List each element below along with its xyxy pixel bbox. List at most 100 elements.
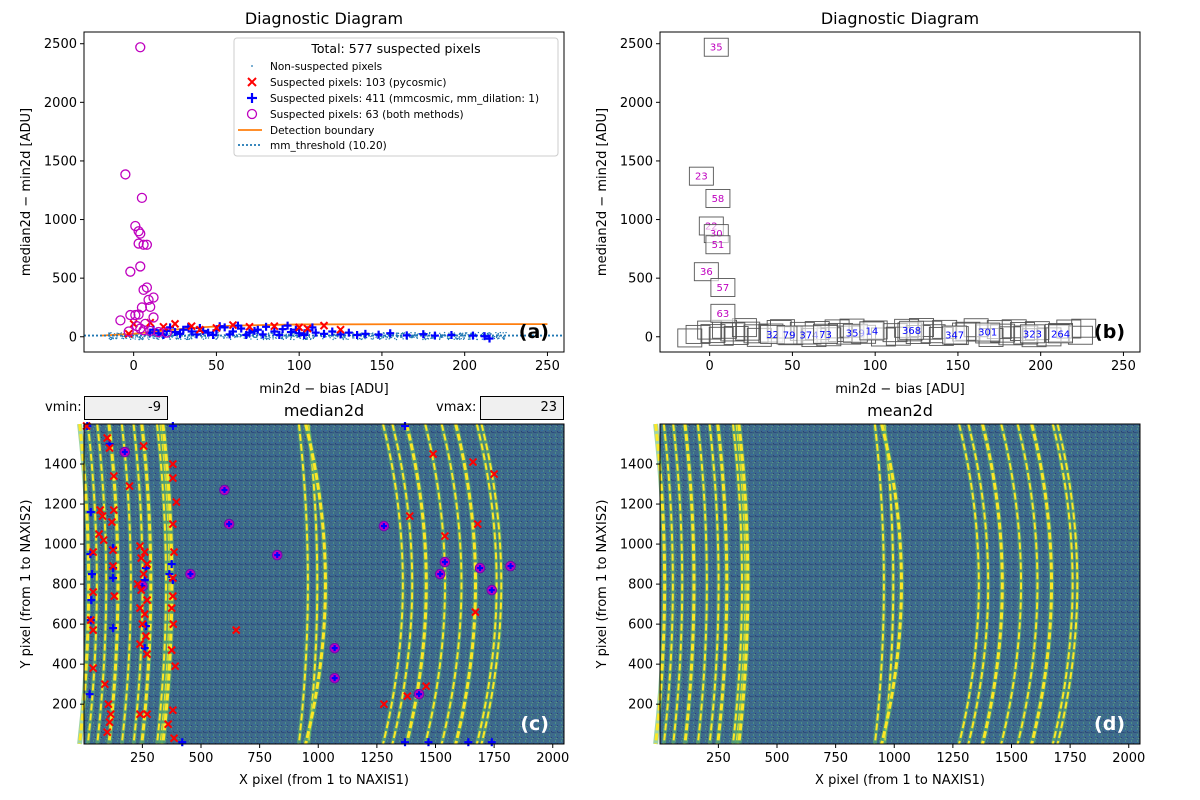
panel-b-label: (b)	[1094, 321, 1125, 343]
mmcosmic-point	[320, 329, 328, 338]
spectral-line	[424, 423, 446, 745]
pycosmic-marker	[428, 449, 438, 459]
pycosmic-marker	[137, 553, 146, 563]
both-methods-cross	[274, 552, 281, 559]
both-methods-point	[123, 326, 134, 337]
spectral-line	[405, 423, 428, 745]
spectral-line	[732, 423, 744, 745]
non-suspected-point	[186, 338, 189, 341]
pycosmic-marker	[138, 619, 147, 629]
non-suspected-point	[213, 337, 216, 339]
non-suspected-point	[181, 335, 184, 337]
spectral-line	[662, 423, 674, 745]
legend-entry-both: Suspected pixels: 63 (both methods)	[270, 109, 464, 121]
non-suspected-point	[382, 336, 385, 339]
panel-b-frame	[659, 31, 1141, 353]
non-suspected-point	[357, 338, 359, 341]
mmcosmic-marker	[167, 560, 176, 569]
non-suspected-point	[201, 337, 203, 339]
non-suspected-point	[272, 338, 274, 340]
non-suspected-point	[239, 336, 241, 338]
non-suspected-point	[265, 337, 267, 339]
non-suspected-point	[148, 338, 150, 341]
non-suspected-point	[329, 337, 331, 339]
annotation-box	[975, 322, 1001, 342]
both-methods-cross	[331, 645, 338, 652]
non-suspected-point	[462, 336, 464, 338]
panel-a-frame	[83, 31, 565, 353]
pycosmic-marker	[403, 691, 412, 701]
non-suspected-point	[190, 336, 192, 338]
panel-b-plot: 3523582230513657633279374733591436834730…	[677, 37, 1097, 348]
x-tick-label: 1250	[936, 751, 969, 766]
non-suspected-point	[157, 338, 160, 340]
non-suspected-point	[372, 338, 374, 340]
pycosmic-marker	[104, 699, 113, 709]
non-suspected-point	[352, 337, 354, 339]
non-suspected-point	[402, 338, 404, 340]
pycosmic-marker	[471, 607, 480, 617]
legend-marker-both	[246, 108, 258, 120]
mmcosmic-point	[419, 330, 428, 339]
spectral-line	[981, 423, 1004, 745]
non-suspected-point	[302, 338, 305, 341]
non-suspected-point	[458, 333, 460, 336]
non-suspected-point	[322, 337, 324, 340]
x-tick-label: 1000	[878, 751, 911, 766]
spectral-line	[708, 423, 720, 745]
mmcosmic-marker	[487, 738, 496, 747]
spectral-line	[696, 423, 708, 745]
both-methods-point	[130, 220, 141, 232]
both-methods-point	[135, 261, 146, 272]
annotation-box	[710, 303, 736, 323]
non-suspected-point	[460, 333, 462, 335]
x-tick-label: 500	[765, 751, 790, 766]
non-suspected-point	[305, 337, 307, 339]
x-tick-label: 50	[784, 359, 801, 374]
mmcosmic-marker	[165, 570, 174, 579]
pycosmic-marker	[440, 531, 450, 541]
non-suspected-point	[110, 338, 113, 340]
mmcosmic-marker	[178, 738, 187, 747]
pycosmic-marker	[168, 573, 178, 583]
spectral-line	[96, 423, 108, 745]
non-suspected-point	[285, 336, 287, 339]
pycosmic-marker	[168, 705, 178, 715]
vmin-input[interactable]: -9	[84, 396, 168, 420]
non-suspected-point	[347, 338, 349, 341]
x-tick-label: 750	[823, 751, 848, 766]
y-tick-label: 1000	[620, 213, 653, 228]
non-suspected-point	[440, 336, 443, 338]
annotation-label: 14	[865, 326, 878, 337]
panel-a-title: Diagnostic Diagram	[245, 9, 403, 28]
mmcosmic-point	[278, 325, 287, 334]
vmax-input[interactable]: 23	[480, 396, 564, 420]
non-suspected-point	[269, 336, 271, 339]
non-suspected-point	[386, 336, 388, 339]
spectral-line	[1000, 423, 1022, 745]
pycosmic-marker	[99, 535, 108, 545]
non-suspected-point	[342, 337, 344, 340]
y-tick-label: 200	[628, 698, 653, 713]
x-tick-label: 0	[706, 359, 714, 374]
non-suspected-point	[497, 334, 500, 336]
mmcosmic-point	[300, 331, 309, 340]
non-suspected-point	[202, 338, 205, 340]
non-suspected-point	[400, 336, 402, 338]
mmcosmic-point	[328, 327, 337, 336]
non-suspected-point	[438, 338, 441, 341]
non-suspected-point	[134, 338, 136, 340]
non-suspected-point	[296, 336, 298, 339]
label-box	[677, 328, 703, 348]
pycosmic-marker	[98, 511, 107, 521]
pycosmic-point	[336, 325, 345, 334]
non-suspected-point	[408, 336, 411, 338]
pycosmic-marker	[88, 625, 98, 635]
annotation-box	[1019, 324, 1045, 344]
pycosmic-marker	[169, 547, 179, 557]
non-suspected-point	[410, 335, 413, 338]
non-suspected-point	[414, 333, 416, 336]
non-suspected-point	[218, 334, 220, 336]
non-suspected-point	[306, 337, 309, 339]
panel-c: 250 500 750 1000 1250 1500 1750 2000 200 400 600 80…	[19, 421, 569, 788]
